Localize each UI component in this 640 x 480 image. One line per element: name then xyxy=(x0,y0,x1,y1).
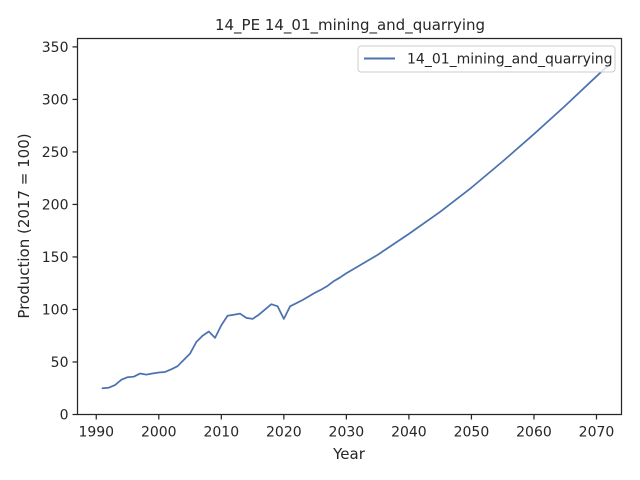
x-tick-label: 2040 xyxy=(391,425,427,441)
y-tick-label: 350 xyxy=(42,40,69,56)
y-axis-label: Production (2017 = 100) xyxy=(15,133,33,318)
series-line-0 xyxy=(101,63,610,390)
legend-box xyxy=(357,45,616,73)
y-tick-label: 150 xyxy=(42,250,69,266)
x-tick-label: 1990 xyxy=(78,425,114,441)
legend: 14_01_mining_and_quarrying xyxy=(357,45,616,73)
plot-area xyxy=(101,63,610,390)
legend-label: 14_01_mining_and_quarrying xyxy=(407,52,613,68)
plot-frame xyxy=(76,37,623,416)
x-tick-label: 2010 xyxy=(203,425,239,441)
y-tick-label: 300 xyxy=(42,92,69,108)
y-tick-label: 250 xyxy=(42,145,69,161)
x-axis: 1990 2000 2010 2020 2030 2040 2050 2060 2070 xyxy=(78,414,615,441)
x-axis-label: Year xyxy=(332,445,366,463)
x-tick-label: 2070 xyxy=(579,425,615,441)
x-tick-label: 2000 xyxy=(141,425,177,441)
y-tick-label: 200 xyxy=(42,197,69,213)
x-tick-label: 2030 xyxy=(329,425,365,441)
y-tick-label: 0 xyxy=(60,408,69,424)
chart-title: 14_PE 14_01_mining_and_quarrying xyxy=(215,16,485,35)
x-tick-label: 2060 xyxy=(516,425,552,441)
x-tick-label: 2020 xyxy=(266,425,302,441)
y-tick-label: 50 xyxy=(51,355,69,371)
y-tick-label: 100 xyxy=(42,302,69,318)
x-tick-label: 2050 xyxy=(454,425,490,441)
y-axis: 0 50 100 150 200 250 300 350 xyxy=(42,40,78,424)
